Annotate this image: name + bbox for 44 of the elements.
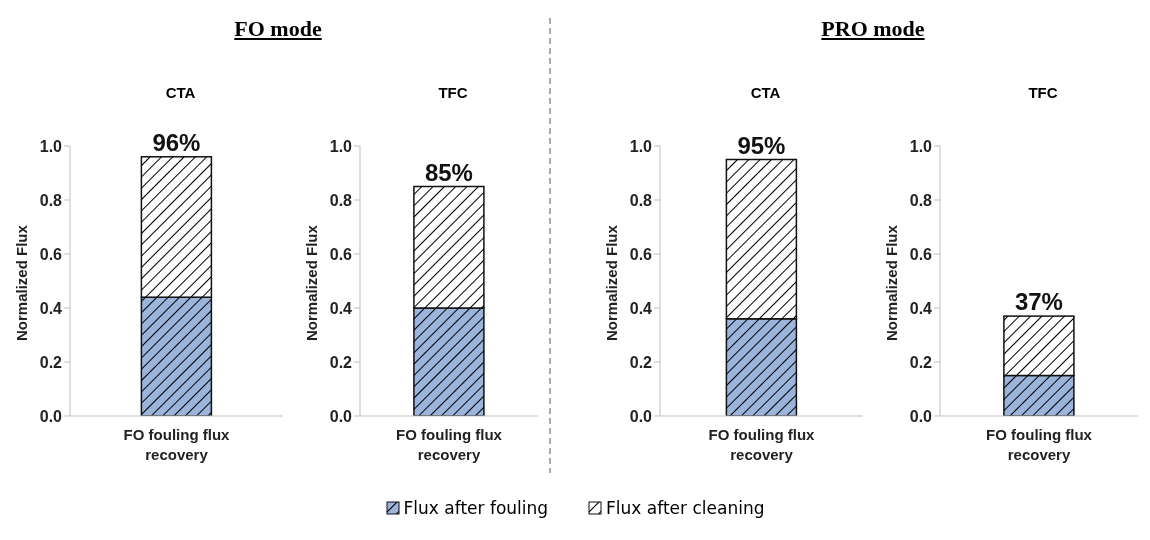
y-tick-label: 0.6 bbox=[629, 245, 653, 263]
y-axis-title: Normalized Flux bbox=[601, 224, 621, 343]
y-tick-label: 0.4 bbox=[909, 299, 933, 317]
chart-title: CTA bbox=[749, 84, 782, 101]
y-tick-label: 0.2 bbox=[909, 353, 933, 371]
y-axis-title: Normalized Flux bbox=[301, 224, 321, 343]
y-tick-label: 0.4 bbox=[629, 299, 653, 317]
total-label: 95% bbox=[737, 131, 786, 159]
y-tick-label: 0.2 bbox=[39, 353, 63, 371]
total-label: 96% bbox=[152, 128, 201, 156]
y-tick-label: 1.0 bbox=[39, 137, 63, 155]
legend-label: Flux after fouling bbox=[402, 498, 549, 518]
text: FO mode bbox=[233, 16, 323, 42]
total-label: 85% bbox=[424, 158, 473, 186]
y-axis-title: Normalized Flux bbox=[11, 224, 31, 343]
chart-title: TFC bbox=[437, 84, 469, 101]
legend-label: Flux after cleaning bbox=[605, 498, 765, 518]
y-tick-label: 0.2 bbox=[629, 353, 653, 371]
y-tick-label: 0.2 bbox=[329, 353, 353, 371]
y-tick-label: 0.6 bbox=[909, 245, 933, 263]
y-tick-label: 0.8 bbox=[629, 191, 653, 209]
y-tick-label: 1.0 bbox=[329, 137, 353, 155]
y-tick-label: 0.8 bbox=[39, 191, 63, 209]
chart-title: CTA bbox=[164, 84, 197, 101]
total-label: 37% bbox=[1014, 288, 1063, 316]
chart-title: TFC bbox=[1027, 84, 1059, 101]
y-tick-label: 0.0 bbox=[629, 407, 653, 425]
y-tick-label: 1.0 bbox=[629, 137, 653, 155]
y-tick-label: 0.0 bbox=[39, 407, 63, 425]
y-tick-label: 0.4 bbox=[329, 299, 353, 317]
y-tick-label: 0.8 bbox=[909, 191, 933, 209]
y-tick-label: 0.8 bbox=[329, 191, 353, 209]
text: PRO mode bbox=[820, 16, 926, 42]
y-axis-title: Normalized Flux bbox=[881, 224, 901, 343]
x-tick-label: FO fouling flux recovery bbox=[123, 426, 231, 463]
y-tick-label: 0.4 bbox=[39, 299, 63, 317]
x-tick-label: FO fouling flux recovery bbox=[986, 426, 1093, 463]
y-tick-label: 0.6 bbox=[329, 245, 353, 263]
y-tick-label: 1.0 bbox=[909, 137, 933, 155]
y-tick-label: 0.6 bbox=[39, 245, 63, 263]
y-tick-label: 0.0 bbox=[909, 407, 933, 425]
y-tick-label: 0.0 bbox=[329, 407, 353, 425]
x-tick-label: FO fouling flux recovery bbox=[708, 426, 816, 463]
x-tick-label: FO fouling flux recovery bbox=[396, 426, 503, 463]
